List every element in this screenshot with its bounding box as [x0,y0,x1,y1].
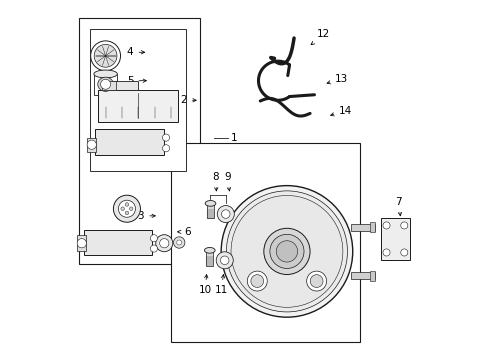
Text: 11: 11 [214,275,227,295]
Circle shape [121,207,124,211]
Bar [95,129,164,155]
Circle shape [382,249,389,256]
Text: 13: 13 [326,74,348,84]
Circle shape [250,275,263,287]
Bar [380,218,409,260]
Circle shape [400,222,407,229]
Circle shape [113,195,140,222]
Circle shape [155,235,172,252]
Circle shape [159,238,168,248]
Circle shape [91,41,121,71]
Bar [87,137,96,152]
Text: 4: 4 [127,47,144,57]
Circle shape [129,207,133,211]
Text: 14: 14 [330,106,352,116]
Circle shape [310,275,322,287]
Circle shape [263,228,309,275]
Text: 5: 5 [127,76,146,86]
Bar [207,203,213,218]
Circle shape [176,240,182,245]
Circle shape [173,237,184,248]
Bar [77,235,86,251]
Ellipse shape [94,70,117,78]
Ellipse shape [204,247,215,253]
Circle shape [150,235,157,242]
Text: 1: 1 [231,132,237,142]
Circle shape [162,134,169,141]
Circle shape [400,249,407,256]
Bar [369,222,375,232]
Bar [369,271,375,281]
Circle shape [125,203,128,206]
Circle shape [306,271,326,291]
Circle shape [94,44,117,67]
Text: 12: 12 [310,30,330,45]
Circle shape [230,196,342,307]
Text: 7: 7 [394,197,401,216]
Circle shape [118,200,135,217]
Bar [79,19,199,264]
Circle shape [221,210,229,218]
Circle shape [226,191,347,312]
Bar [206,250,213,266]
Bar [94,74,117,95]
Text: 3: 3 [137,211,155,221]
Circle shape [216,252,233,269]
Text: 2: 2 [180,95,196,105]
Circle shape [220,256,228,265]
Circle shape [125,211,128,215]
Bar [102,81,116,90]
Circle shape [221,186,352,317]
Circle shape [269,234,303,268]
Circle shape [77,238,86,248]
Text: 10: 10 [198,275,212,295]
Ellipse shape [98,77,113,91]
Text: 9: 9 [224,172,230,191]
Bar [102,81,138,90]
Bar [90,29,185,171]
Circle shape [217,206,234,223]
Ellipse shape [205,201,215,206]
Circle shape [162,145,169,152]
Text: 8: 8 [212,172,219,191]
Circle shape [382,222,389,229]
Circle shape [150,245,157,252]
Bar [350,272,374,279]
Bar [350,224,374,231]
Circle shape [247,271,267,291]
Ellipse shape [100,79,110,89]
Bar [98,90,178,122]
Text: 6: 6 [177,227,191,237]
Circle shape [276,241,297,262]
Bar [171,143,359,342]
Bar [84,230,151,255]
Circle shape [87,140,96,149]
